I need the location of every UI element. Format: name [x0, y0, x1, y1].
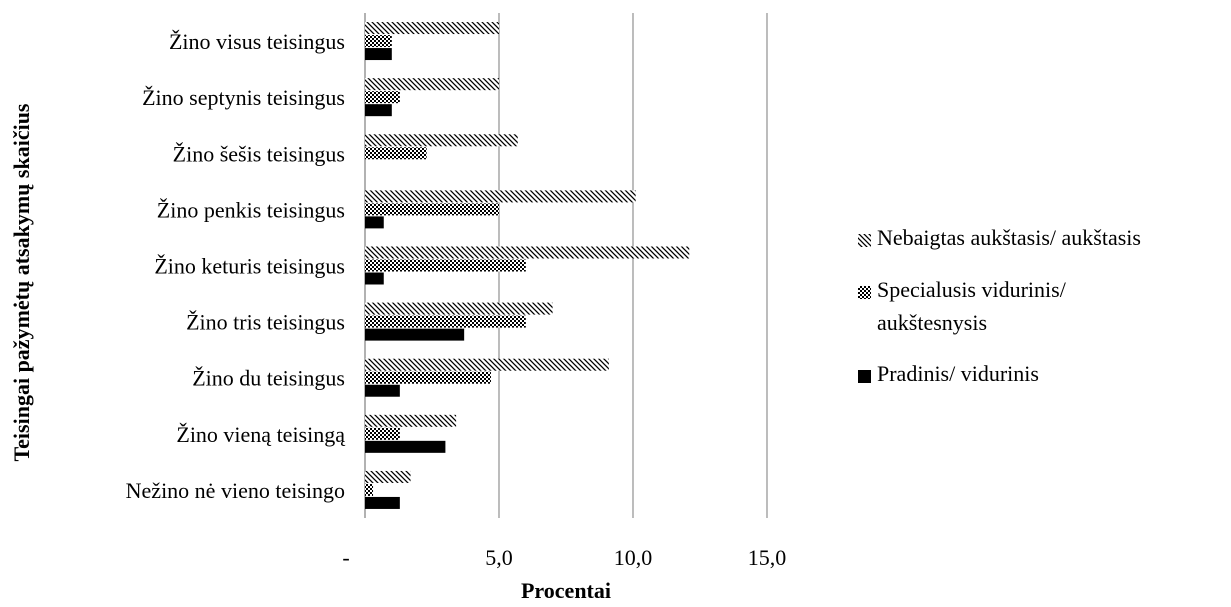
bar-1-7 — [365, 427, 400, 440]
category-label-8: Nežino nė vieno teisingo — [126, 478, 345, 503]
category-label-4: Žino keturis teisingus — [154, 254, 345, 279]
legend-swatch-0 — [858, 234, 871, 247]
category-label-3: Žino penkis teisingus — [157, 197, 345, 222]
bar-0-5 — [365, 302, 553, 315]
category-label-1: Žino septynis teisingus — [142, 85, 345, 110]
x-tick-label-1: 5,0 — [485, 545, 513, 570]
category-labels: Žino visus teisingus Žino septynis teisin… — [126, 29, 346, 503]
bars — [365, 22, 690, 509]
y-axis-title: Teisingai pažymėtų atsakymų skaičius — [9, 103, 34, 461]
category-label-5: Žino tris teisingus — [186, 310, 345, 335]
bar-2-1 — [365, 104, 392, 117]
bar-0-8 — [365, 470, 411, 483]
bar-1-0 — [365, 35, 392, 48]
bar-1-2 — [365, 147, 427, 160]
bar-1-3 — [365, 203, 499, 216]
bar-2-4 — [365, 272, 384, 285]
category-label-2: Žino šešis teisingus — [173, 141, 345, 166]
x-axis-title: Procentai — [521, 578, 611, 603]
bar-2-8 — [365, 496, 400, 509]
bar-2-3 — [365, 216, 384, 229]
bar-1-4 — [365, 259, 526, 272]
bar-0-3 — [365, 190, 636, 203]
bar-0-2 — [365, 134, 518, 147]
legend-label-2: Pradinis/ vidurinis — [877, 361, 1039, 386]
category-label-6: Žino du teisingus — [192, 366, 345, 391]
bar-0-1 — [365, 78, 499, 91]
legend-swatch-2 — [858, 370, 871, 383]
legend: Nebaigtas aukštasis/ aukštasis Specialusi… — [858, 225, 1141, 386]
bar-0-6 — [365, 358, 609, 371]
bar-0-4 — [365, 246, 690, 259]
bar-1-1 — [365, 91, 400, 104]
bar-0-0 — [365, 22, 499, 35]
x-tick-labels: - 5,0 10,0 15,0 — [342, 545, 786, 570]
legend-label-1: Specialusis vidurinis/aukštesnysis — [877, 277, 1067, 335]
category-label-7: Žino vieną teisingą — [176, 422, 345, 447]
bar-0-7 — [365, 414, 457, 427]
bar-2-0 — [365, 48, 392, 61]
bar-2-7 — [365, 440, 446, 453]
x-tick-label-3: 15,0 — [748, 545, 787, 570]
bar-1-8 — [365, 483, 374, 496]
legend-label-0: Nebaigtas aukštasis/ aukštasis — [877, 225, 1141, 250]
bar-1-6 — [365, 371, 491, 384]
x-tick-label-2: 10,0 — [614, 545, 653, 570]
x-tick-label-0: - — [342, 545, 349, 570]
legend-swatch-1 — [858, 286, 871, 299]
bar-2-6 — [365, 384, 400, 397]
bar-1-5 — [365, 315, 526, 328]
category-label-0: Žino visus teisingus — [169, 29, 345, 54]
bar-2-5 — [365, 328, 465, 341]
